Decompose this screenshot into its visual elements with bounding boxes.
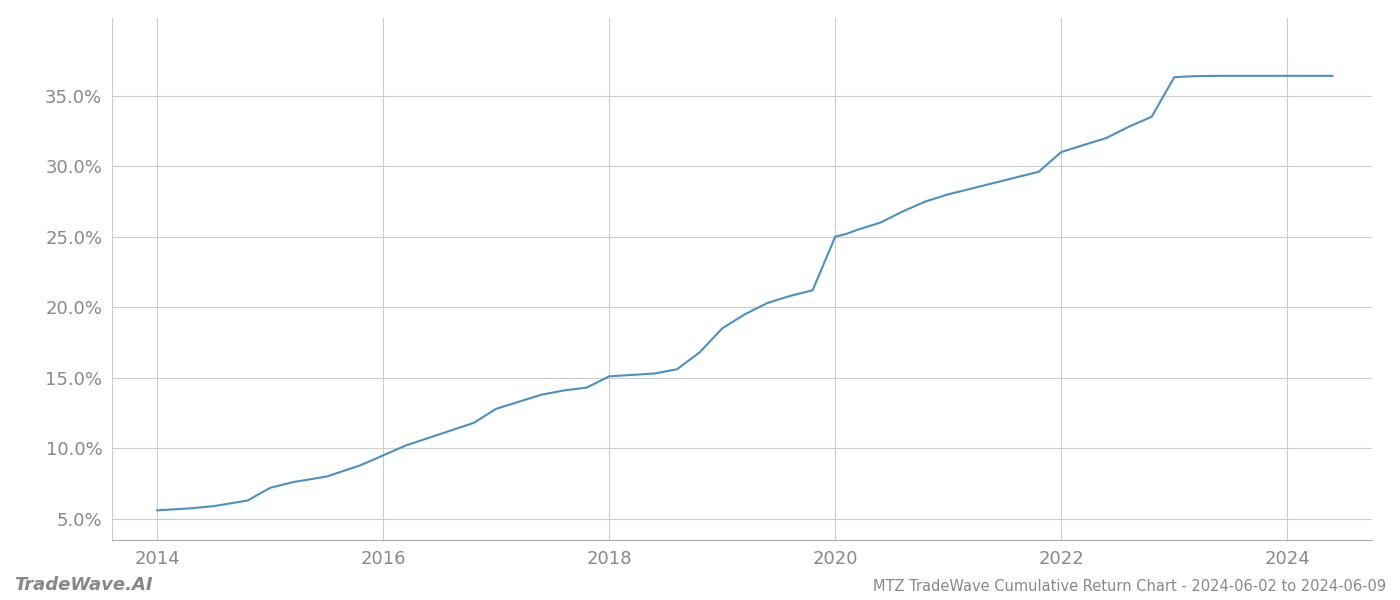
Text: TradeWave.AI: TradeWave.AI: [14, 576, 153, 594]
Text: MTZ TradeWave Cumulative Return Chart - 2024-06-02 to 2024-06-09: MTZ TradeWave Cumulative Return Chart - …: [872, 579, 1386, 594]
